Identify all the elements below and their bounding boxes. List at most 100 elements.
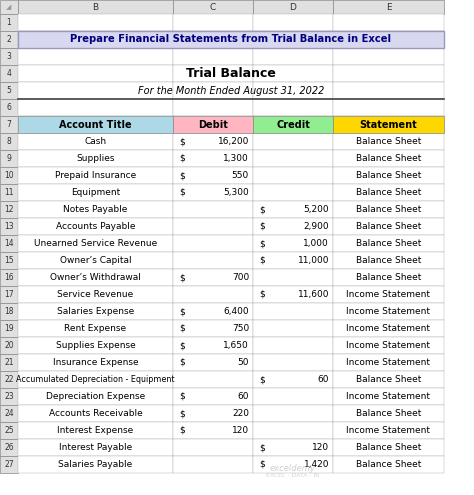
Text: Balance Sheet: Balance Sheet	[356, 409, 421, 418]
Text: 10: 10	[4, 171, 14, 180]
Text: Income Statement: Income Statement	[346, 307, 430, 316]
Bar	[333, 99, 444, 116]
Text: Supplies Expense: Supplies Expense	[55, 341, 136, 350]
Bar	[18, 320, 173, 337]
Bar	[173, 150, 253, 167]
Bar	[18, 286, 173, 303]
Bar	[253, 184, 333, 201]
Text: For the Month Ended August 31, 2022: For the Month Ended August 31, 2022	[138, 86, 324, 96]
Bar	[253, 269, 333, 286]
Text: Balance Sheet: Balance Sheet	[356, 154, 421, 163]
Text: $: $	[179, 341, 185, 350]
Text: $: $	[259, 256, 265, 265]
Bar	[333, 0, 444, 14]
Bar	[173, 0, 253, 14]
Text: 1,000: 1,000	[303, 239, 329, 248]
Bar	[173, 82, 253, 99]
Bar	[253, 235, 333, 252]
Bar	[173, 337, 253, 354]
Text: Interest Expense: Interest Expense	[57, 426, 134, 435]
Bar	[253, 405, 333, 422]
Bar	[18, 14, 173, 31]
Text: C: C	[210, 2, 216, 11]
Text: 13: 13	[4, 222, 14, 231]
Bar	[0, 184, 18, 201]
Text: $: $	[259, 205, 265, 214]
Bar	[18, 31, 173, 48]
Text: D: D	[290, 2, 296, 11]
Bar	[0, 65, 18, 82]
Bar	[0, 303, 18, 320]
Bar	[173, 14, 253, 31]
Text: Supplies: Supplies	[76, 154, 115, 163]
Bar	[253, 201, 333, 218]
Text: Unearned Service Revenue: Unearned Service Revenue	[34, 239, 157, 248]
Text: Balance Sheet: Balance Sheet	[356, 171, 421, 180]
Text: $: $	[259, 290, 265, 299]
Text: $: $	[259, 222, 265, 231]
Text: Income Statement: Income Statement	[346, 290, 430, 299]
Bar	[173, 235, 253, 252]
Text: $: $	[259, 460, 265, 469]
Bar	[18, 252, 173, 269]
Text: Income Statement: Income Statement	[346, 426, 430, 435]
Bar	[173, 405, 253, 422]
Text: Balance Sheet: Balance Sheet	[356, 188, 421, 197]
Bar	[333, 371, 444, 388]
Text: Owner’s Withdrawal: Owner’s Withdrawal	[50, 273, 141, 282]
Bar	[0, 320, 18, 337]
Bar	[333, 201, 444, 218]
Text: $: $	[259, 375, 265, 384]
Text: 5: 5	[7, 86, 11, 95]
Text: 2: 2	[7, 35, 11, 44]
Text: 220: 220	[232, 409, 249, 418]
Bar	[18, 235, 173, 252]
Bar	[173, 133, 253, 150]
Text: 22: 22	[4, 375, 14, 384]
Bar	[333, 82, 444, 99]
Bar	[0, 456, 18, 473]
Text: 20: 20	[4, 341, 14, 350]
Bar	[0, 354, 18, 371]
Text: Balance Sheet: Balance Sheet	[356, 375, 421, 384]
Text: 26: 26	[4, 443, 14, 452]
Bar	[173, 456, 253, 473]
Text: 3: 3	[7, 52, 11, 61]
Bar	[333, 252, 444, 269]
Bar	[18, 48, 173, 65]
Bar	[18, 99, 173, 116]
Text: Balance Sheet: Balance Sheet	[356, 222, 421, 231]
Text: 11: 11	[4, 188, 14, 197]
Text: 16: 16	[4, 273, 14, 282]
Bar	[173, 116, 253, 133]
Bar	[253, 303, 333, 320]
Bar	[18, 65, 173, 82]
Bar	[0, 252, 18, 269]
Text: 19: 19	[4, 324, 14, 333]
Bar	[0, 0, 18, 14]
Bar	[253, 133, 333, 150]
Bar	[173, 65, 253, 82]
Bar	[333, 422, 444, 439]
Bar	[173, 371, 253, 388]
Bar	[253, 388, 333, 405]
Text: Accounts Payable: Accounts Payable	[56, 222, 135, 231]
Bar	[18, 0, 173, 14]
Bar	[253, 422, 333, 439]
Text: $: $	[179, 392, 185, 401]
Bar	[253, 150, 333, 167]
Bar	[333, 116, 444, 133]
Bar	[18, 116, 173, 133]
Bar	[173, 303, 253, 320]
Bar	[173, 48, 253, 65]
Bar	[173, 422, 253, 439]
Bar	[0, 235, 18, 252]
Text: Accounts Receivable: Accounts Receivable	[49, 409, 142, 418]
Text: 11,600: 11,600	[298, 290, 329, 299]
Text: 24: 24	[4, 409, 14, 418]
Bar	[0, 269, 18, 286]
Text: 2,900: 2,900	[303, 222, 329, 231]
Text: $: $	[179, 154, 185, 163]
Bar	[18, 456, 173, 473]
Text: Credit: Credit	[276, 119, 310, 130]
